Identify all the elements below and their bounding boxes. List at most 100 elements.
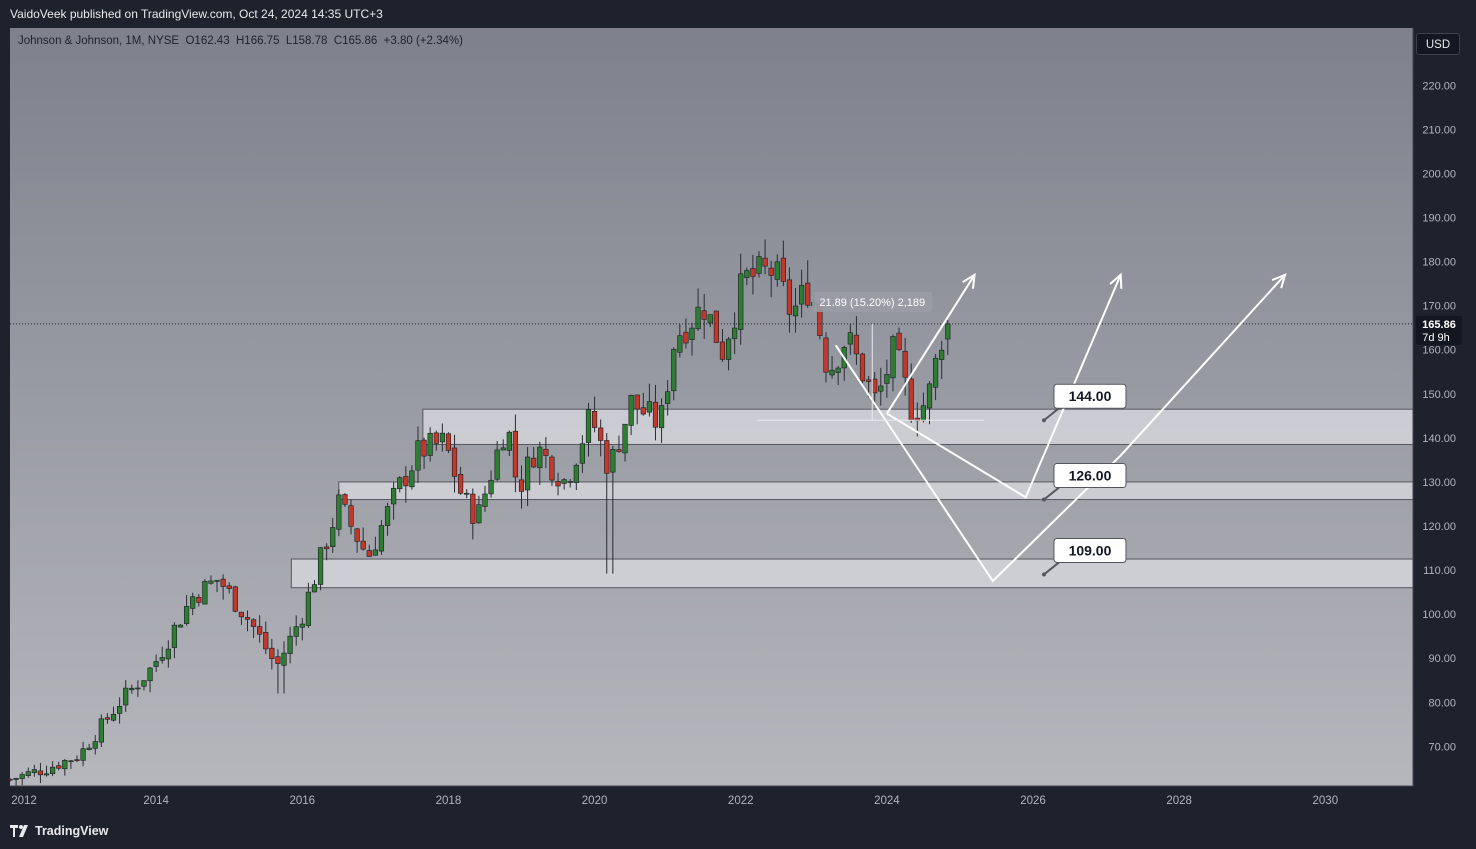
candle-body	[677, 335, 683, 353]
candle-body	[646, 401, 652, 413]
tradingview-logo[interactable]: TradingView	[10, 824, 108, 838]
candle-body	[19, 774, 25, 779]
candle-body	[196, 597, 202, 603]
y-tick-label: 170.00	[1422, 301, 1456, 313]
candle-body	[153, 661, 159, 667]
candle-body	[366, 550, 372, 557]
candle-body	[518, 479, 525, 492]
candle-body	[671, 349, 677, 392]
candle-body	[786, 279, 793, 315]
candle-body	[391, 487, 397, 505]
currency-button[interactable]: USD	[1416, 33, 1460, 55]
candle-body	[768, 267, 774, 276]
candle-body	[872, 378, 878, 394]
callout-label: 126.00	[1069, 468, 1112, 484]
candle-body	[305, 591, 311, 626]
candle-body	[585, 409, 592, 443]
plot-background	[10, 28, 1413, 786]
candle-body	[165, 648, 171, 660]
callout-box	[1053, 383, 1127, 409]
callout-pointer	[1043, 486, 1060, 501]
candle-body	[713, 310, 719, 343]
x-tick-label: 2026	[1020, 795, 1046, 807]
candle-body	[640, 407, 646, 415]
candle-body	[884, 374, 890, 384]
candle-body	[281, 652, 287, 666]
candle-body	[98, 718, 104, 743]
support-zones	[290, 408, 1414, 589]
x-tick-label: 2024	[874, 795, 900, 807]
candle-body	[482, 493, 488, 507]
candle-body	[604, 440, 610, 474]
tradingview-logo-text: TradingView	[35, 824, 109, 838]
candle-body	[372, 549, 378, 556]
candle-body	[853, 334, 860, 355]
publisher-bar: VaidoVeek published on TradingView.com, …	[0, 0, 1476, 28]
candle-body	[926, 383, 933, 409]
candle-body	[31, 769, 37, 773]
candle-body	[658, 405, 665, 429]
candle-body	[506, 431, 512, 451]
x-tick-label: 2020	[582, 795, 608, 807]
candle-body	[866, 379, 872, 382]
candle-body	[494, 449, 500, 480]
candle-body	[738, 273, 744, 330]
candle-body	[257, 626, 263, 635]
drawings: 21.89 (15.20%) 2,189 144.00 126.00 109.00	[10, 272, 1413, 583]
candle-body	[171, 624, 178, 648]
candle-body	[275, 656, 281, 664]
candle-body	[549, 456, 555, 481]
candle-body	[7, 778, 13, 781]
candle-body	[707, 314, 713, 324]
candle-body	[744, 270, 750, 278]
candle-body	[902, 350, 908, 378]
candles	[7, 239, 951, 787]
candle-body	[932, 357, 939, 388]
candle-body	[561, 479, 567, 484]
callout-anchor	[1041, 418, 1046, 423]
callout-label: 109.00	[1069, 542, 1112, 558]
candle-body	[500, 447, 506, 451]
support-zone-1	[338, 481, 1414, 501]
x-tick-label: 2018	[436, 795, 462, 807]
candle-body	[13, 778, 19, 780]
y-tick-label: 80.00	[1428, 697, 1456, 709]
candle-body	[573, 464, 579, 483]
candle-body	[579, 443, 586, 464]
candle-body	[622, 423, 628, 454]
candle-body	[324, 546, 330, 550]
candle-body	[43, 773, 50, 776]
candle-body	[141, 680, 147, 687]
candle-body	[354, 528, 360, 542]
candle-body	[232, 586, 238, 612]
candle-body	[330, 527, 336, 547]
candle-body	[147, 667, 153, 682]
price-axis[interactable]	[1413, 28, 1468, 786]
candle-body	[397, 477, 403, 490]
arrow-head-0	[1271, 273, 1287, 289]
last-price-box	[1416, 315, 1462, 345]
y-tick-label: 140.00	[1422, 433, 1456, 445]
candle-body	[427, 432, 433, 456]
y-tick-label: 90.00	[1428, 653, 1456, 665]
candle-body	[908, 378, 914, 421]
candle-body	[878, 385, 884, 392]
candle-body	[719, 341, 726, 360]
time-axis[interactable]	[10, 786, 1413, 814]
candle-body	[74, 759, 80, 761]
candle-body	[835, 367, 841, 373]
x-tick-label: 2022	[728, 795, 754, 807]
y-tick-label: 120.00	[1422, 521, 1456, 533]
candle-body	[701, 310, 707, 320]
callout-anchor	[1041, 497, 1046, 502]
y-tick-label: 210.00	[1422, 124, 1456, 136]
tradingview-logo-icon	[10, 825, 28, 837]
candle-body	[269, 647, 275, 659]
x-tick-label: 2016	[289, 795, 315, 807]
candle-body	[665, 391, 671, 404]
candle-body	[293, 626, 299, 637]
candle-body	[62, 760, 68, 770]
candle-body	[421, 439, 427, 457]
candle-body	[299, 623, 305, 628]
